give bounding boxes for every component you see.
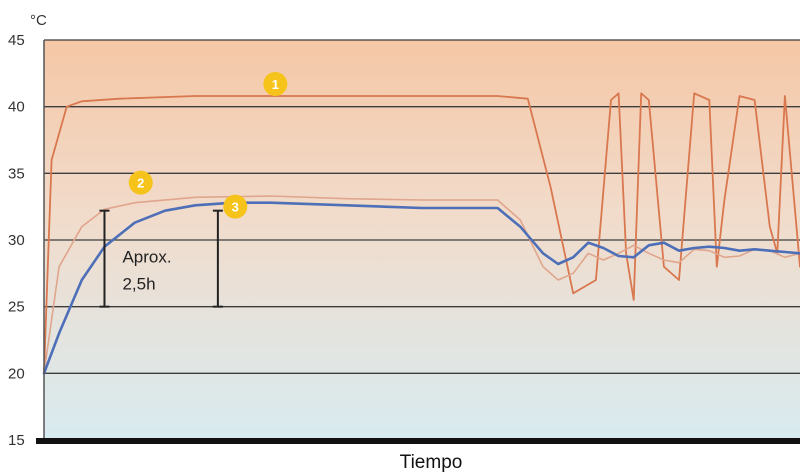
y-axis-unit-label: °C [30,12,47,29]
duration-annotation: Aprox. 2,5h [99,209,223,308]
series-marker-label: 3 [232,200,239,215]
x-axis-label: Tiempo [400,452,463,473]
y-tick-label: 40 [8,99,25,116]
y-tick-labels: 15 20 25 30 35 40 45 [8,32,25,449]
series-marker-label: 1 [272,77,279,92]
annotation-text-line1: Aprox. [122,248,171,267]
y-tick-label: 30 [8,232,25,249]
series-marker-1 [263,72,288,96]
series-3-line [42,201,800,375]
y-tick-label: 45 [8,32,25,49]
series-1-line [43,92,800,375]
y-tick-label: 20 [8,365,25,382]
series-marker-label: 2 [137,176,144,191]
series-marker-2 [128,170,153,195]
annotation-text-line2: 2,5h [122,274,155,293]
series-2-line [43,195,800,375]
series-lines [42,92,800,375]
series-marker-3 [223,194,248,219]
x-axis-bar [36,438,800,444]
y-tick-label: 15 [8,432,25,449]
series-markers: 1 2 3 [128,72,288,219]
y-tick-label: 35 [8,165,25,182]
y-tick-label: 25 [8,299,25,316]
grid [44,39,800,374]
